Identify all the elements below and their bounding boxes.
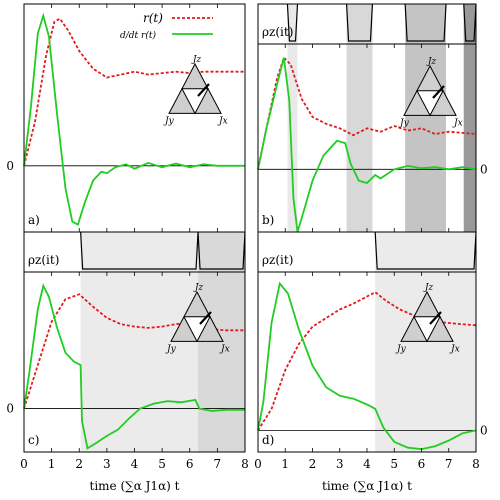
strip-shaded-region: [287, 4, 298, 44]
inset-triangle: Jz Jy Jx: [163, 55, 228, 126]
x-tick-label: 8: [241, 457, 249, 471]
x-axis-label: time (∑α J1α) t: [322, 479, 412, 493]
shaded-region: [80, 272, 199, 452]
legend-r-label: r(t): [143, 11, 163, 25]
inset-label-top: Jz: [191, 55, 202, 65]
strip-shaded-region: [346, 4, 373, 44]
x-tick-label: 1: [281, 457, 289, 471]
inset-arrow: [432, 85, 445, 99]
inset-label-right: Jx: [217, 116, 228, 126]
inset-label-right: Jx: [452, 118, 463, 128]
series-line: [257, 57, 477, 233]
panel-label: d): [262, 433, 274, 447]
inset-triangle: Jz Jy Jx: [165, 283, 230, 354]
x-tick-label: 8: [472, 457, 480, 471]
inset-label-right: Jx: [449, 344, 460, 354]
inset-label-left: Jy: [163, 116, 175, 126]
inset-label-top: Jz: [426, 57, 437, 67]
inset-triangle: Jz Jy Jx: [398, 57, 463, 128]
inset-triangle: Jz Jy Jx: [395, 283, 460, 354]
inset-label-top: Jz: [193, 283, 204, 293]
strip-label: ρz(it): [262, 253, 293, 267]
x-tick-label: 4: [363, 457, 371, 471]
x-tick-label: 7: [445, 457, 453, 471]
x-tick-label: 3: [336, 457, 344, 471]
zero-label: 0: [480, 423, 488, 437]
inset-label-right: Jx: [219, 344, 230, 354]
x-tick-label: 0: [20, 457, 28, 471]
x-tick-label: 4: [131, 457, 139, 471]
legend: r(t) d/dt r(t): [120, 11, 213, 41]
panel-b: ρz(it) 0 b) Jz Jy Jx: [257, 3, 488, 233]
series-line: [23, 283, 245, 450]
strip-shaded-region: [405, 4, 447, 44]
strip-trace: [80, 231, 246, 270]
inset-arrow: [197, 83, 210, 97]
panel-label: c): [28, 433, 39, 447]
panel-c: ρz(it) 0 c) Jz Jy Jx: [6, 231, 246, 453]
inset-label-left: Jy: [395, 344, 407, 354]
series-line: [257, 291, 477, 431]
x-tick-label: 5: [158, 457, 166, 471]
zero-label: 0: [6, 402, 14, 416]
inset-arrow: [429, 311, 442, 325]
triangle-inner: [183, 316, 211, 343]
strip-trace: [374, 231, 477, 270]
strip-label: ρz(it): [262, 25, 293, 39]
strip-shaded-region: [375, 232, 476, 272]
panel-d: ρz(it) 0 d) Jz Jy Jx: [257, 231, 488, 453]
series-line: [257, 56, 477, 170]
strip-trace: [286, 3, 477, 42]
shaded-region: [346, 44, 373, 232]
shaded-region: [287, 44, 298, 232]
x-axis-label: time (∑α J1α) t: [90, 479, 180, 493]
zero-label: 0: [6, 159, 14, 173]
inset-label-left: Jy: [165, 344, 177, 354]
triangle-inner: [181, 88, 209, 115]
x-tick-label: 2: [309, 457, 317, 471]
x-tick-label: 0: [254, 457, 262, 471]
legend-drdt-label: d/dt r(t): [120, 30, 156, 41]
shaded-region: [463, 44, 476, 232]
x-tick-label: 5: [390, 457, 398, 471]
panel-a: 0 a) Jz Jy Jx: [6, 3, 246, 233]
inset-label-top: Jz: [423, 283, 434, 293]
strip-shaded-region: [80, 232, 199, 272]
x-tick-label: 6: [186, 457, 194, 471]
triangle-inner: [413, 316, 441, 343]
inset-label-left: Jy: [398, 118, 410, 128]
x-tick-label: 3: [103, 457, 111, 471]
x-tick-label: 7: [214, 457, 222, 471]
triangle-inner: [416, 90, 444, 117]
series-line: [23, 17, 245, 167]
zero-label: 0: [480, 162, 488, 176]
panel-label: a): [28, 213, 40, 227]
shaded-region: [405, 44, 447, 232]
strip-shaded-region: [463, 4, 476, 44]
x-tick-label: 1: [48, 457, 56, 471]
strip-shaded-region: [198, 232, 245, 272]
x-tick-label: 6: [418, 457, 426, 471]
shaded-region: [198, 272, 245, 452]
panel-label: b): [262, 213, 274, 227]
x-tick-label: 2: [75, 457, 83, 471]
series-line: [257, 281, 477, 451]
inset-arrow: [199, 311, 212, 325]
strip-label: ρz(it): [28, 253, 59, 267]
series-line: [23, 12, 245, 226]
